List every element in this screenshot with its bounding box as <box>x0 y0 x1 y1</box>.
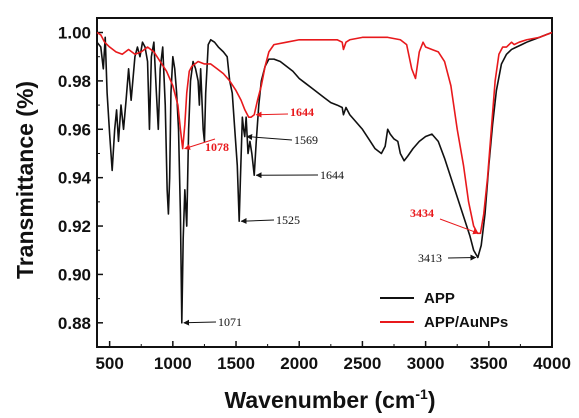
peak-annotation: 1078 <box>184 138 229 154</box>
legend-entry: APP <box>380 290 455 307</box>
peak-annotation: 1644 <box>255 168 344 182</box>
x-axis-title: Wavenumber (cm-1) <box>225 386 436 413</box>
peak-annotation: 1644 <box>255 105 314 119</box>
y-axis-title: Transmittance (%) <box>12 81 38 279</box>
x-tick-label: 3000 <box>407 354 445 373</box>
peak-annotation-arrow <box>183 319 217 326</box>
x-axis-title-superscript: -1 <box>415 386 428 402</box>
series-line-app-aunps <box>96 31 553 235</box>
peak-annotation: 3413 <box>418 251 477 265</box>
plot-frame <box>96 17 553 348</box>
peak-annotations: 1071 1525 1569 1644 3413 1078 1644 3434 <box>183 105 480 329</box>
x-tick-label: 2500 <box>344 354 382 373</box>
y-tick-label: 0.92 <box>58 217 91 236</box>
legend-label: APP/AuNPs <box>424 314 508 331</box>
legend-entry: APP/AuNPs <box>380 314 508 331</box>
series-line-app <box>96 31 553 324</box>
peak-annotation-label: 1644 <box>320 168 344 182</box>
x-tick-label: 500 <box>95 354 123 373</box>
x-tick-label: 4000 <box>533 354 571 373</box>
peak-annotation-arrow <box>184 138 216 150</box>
peak-annotation-arrow <box>447 254 477 261</box>
peak-annotation-arrow <box>255 111 289 118</box>
peak-annotation-label: 1569 <box>294 133 318 147</box>
x-axis-title-close: ) <box>428 387 436 413</box>
peak-annotation-arrow <box>240 218 275 225</box>
axis-ticks: 500 1000 1500 2000 2500 3000 3500 4000 0.88 0.90 0… <box>58 24 571 373</box>
x-tick-label: 3500 <box>470 354 508 373</box>
peak-annotation: 3434 <box>410 206 480 235</box>
x-tick-label: 1500 <box>217 354 255 373</box>
plot-frame-border <box>96 17 553 348</box>
peak-annotation: 1071 <box>183 315 242 329</box>
y-tick-label: 0.94 <box>58 169 92 188</box>
series-lines <box>96 31 553 324</box>
peak-annotation: 1525 <box>240 213 300 227</box>
peak-annotation-label: 1078 <box>205 140 229 154</box>
peak-annotation-label: 1644 <box>290 105 314 119</box>
y-tick-label: 1.00 <box>58 24 91 43</box>
y-tick-label: 0.88 <box>58 314 91 333</box>
x-tick-label: 1000 <box>154 354 192 373</box>
y-tick-label: 0.96 <box>58 120 91 139</box>
x-tick-label: 2000 <box>280 354 318 373</box>
peak-annotation: 1569 <box>246 133 318 147</box>
peak-annotation-arrow <box>439 218 480 235</box>
x-axis-title-main: Wavenumber (cm <box>225 387 416 413</box>
peak-annotation-arrow <box>246 133 293 141</box>
peak-annotation-label: 3434 <box>410 206 434 220</box>
y-tick-label: 0.98 <box>58 72 91 91</box>
legend: APP APP/AuNPs <box>380 290 508 331</box>
peak-annotation-label: 1071 <box>218 315 242 329</box>
y-tick-label: 0.90 <box>58 265 91 284</box>
legend-label: APP <box>424 290 455 307</box>
peak-annotation-label: 1525 <box>276 213 300 227</box>
peak-annotation-label: 3413 <box>418 251 442 265</box>
